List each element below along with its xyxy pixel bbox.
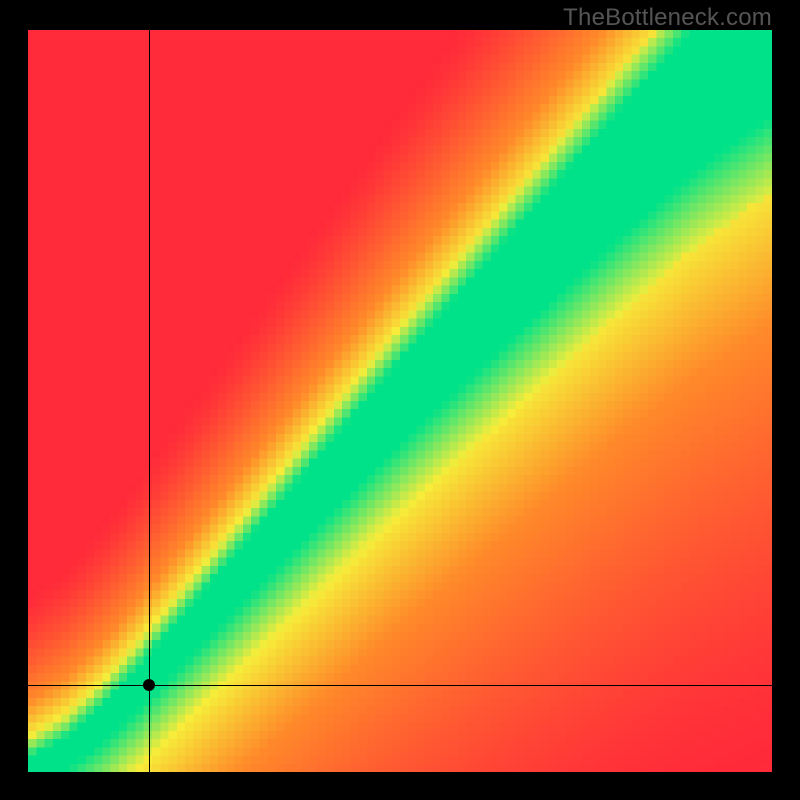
crosshair-vertical bbox=[149, 30, 150, 772]
crosshair-horizontal bbox=[28, 685, 772, 686]
watermark-text: TheBottleneck.com bbox=[563, 4, 772, 32]
plot-area bbox=[28, 30, 772, 772]
bottleneck-heatmap bbox=[28, 30, 772, 772]
selection-marker bbox=[143, 679, 155, 691]
